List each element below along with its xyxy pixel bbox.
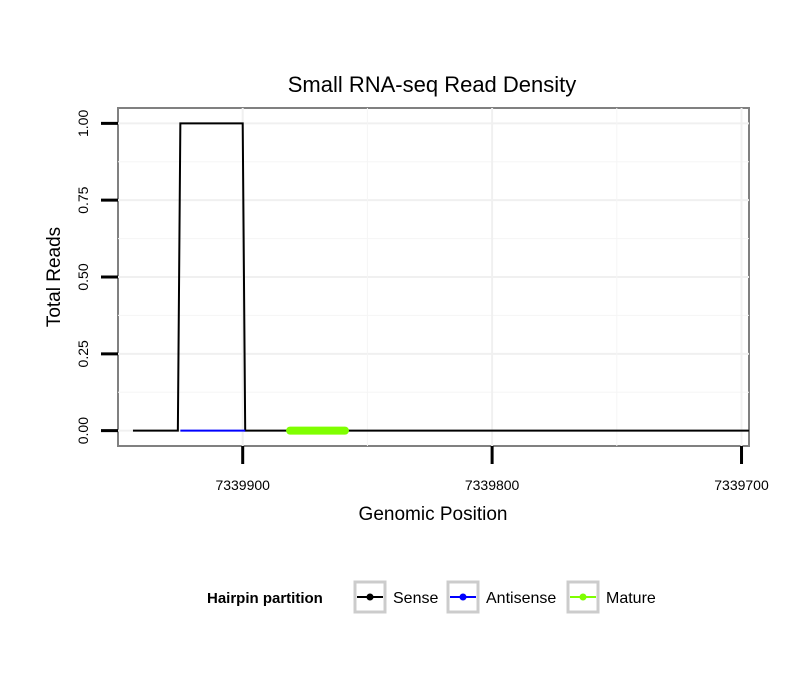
x-axis: 7339900 7339800 7339700 [215,446,769,493]
legend-item-antisense: Antisense [446,580,556,614]
x-axis-title: Genomic Position [359,504,508,525]
legend-key-point [579,593,587,601]
legend: Hairpin partition Sense Antisense Mature [207,580,656,614]
x-tick-label: 7339800 [465,477,520,493]
legend-label: Sense [393,590,438,607]
y-tick-label: 1.00 [75,110,91,137]
data-series [132,122,749,435]
chart-title: Small RNA-seq Read Density [288,72,577,97]
y-axis-title: Total Reads [44,227,65,327]
legend-title: Hairpin partition [207,590,323,607]
legend-key-point [366,593,374,601]
legend-key [566,580,600,614]
legend-item-mature: Mature [566,580,656,614]
legend-key-point [459,593,467,601]
y-axis: 0.00 0.25 0.50 0.75 1.00 [75,110,118,444]
y-tick-label: 0.50 [75,263,91,290]
legend-item-sense: Sense [353,580,438,614]
x-tick-label: 7339700 [714,477,769,493]
legend-label: Antisense [486,590,556,607]
y-tick-label: 0.00 [75,417,91,444]
y-tick-label: 0.25 [75,340,91,367]
x-tick-label: 7339900 [215,477,270,493]
legend-label: Mature [606,590,656,607]
y-tick-label: 0.75 [75,186,91,213]
